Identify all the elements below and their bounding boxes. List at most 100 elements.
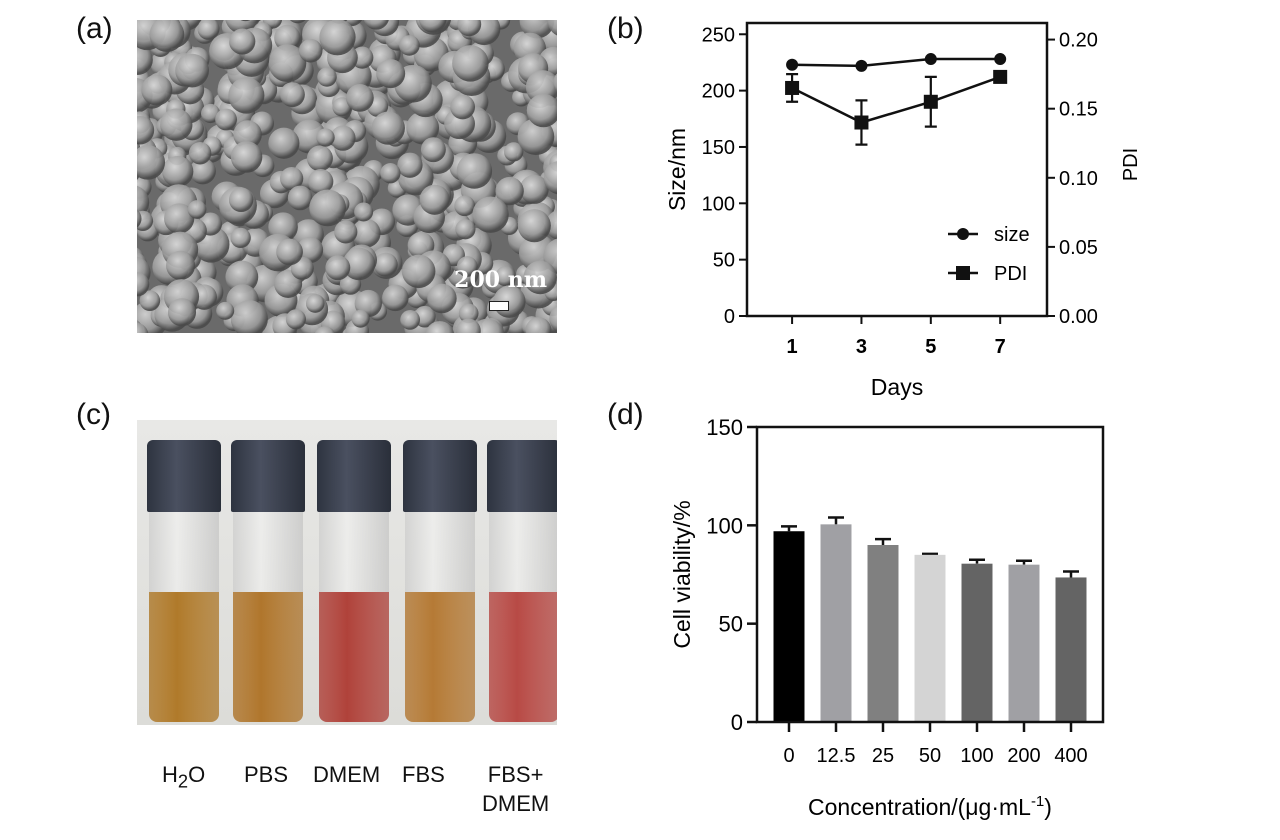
nanoparticle (519, 174, 549, 204)
legend-label-PDI: PDI (994, 263, 1027, 285)
nanoparticle (137, 322, 149, 333)
y-tick-label: 150 (702, 137, 735, 159)
nanoparticle (187, 200, 207, 219)
nanoparticle (456, 153, 493, 189)
nanoparticle (292, 119, 327, 154)
nanoparticle (373, 252, 398, 277)
vial (401, 440, 479, 725)
vial-label-subscript: 2 (177, 770, 189, 792)
nanoparticle (549, 306, 557, 332)
nanoparticle (454, 195, 476, 217)
vial-label: FBS+ DMEM (482, 760, 549, 818)
x-tick-label: 200 (1007, 745, 1040, 767)
vial-cap (147, 440, 221, 512)
x-tick-label: 12.5 (817, 745, 856, 767)
nanoparticle (197, 20, 220, 40)
plot-frame (755, 425, 1105, 724)
x-tick-label: 3 (856, 336, 867, 358)
y2-axis-label: PDI (1120, 148, 1142, 181)
nanoparticle (164, 203, 195, 234)
vial-label: FBS (402, 760, 445, 789)
y-tick-label: 100 (706, 513, 743, 538)
error-bar (875, 537, 891, 545)
y2-tick-label: 0.10 (1059, 168, 1098, 190)
nanoparticle (149, 20, 185, 52)
nanoparticle (189, 158, 216, 185)
nanoparticle (306, 145, 333, 172)
bar-0 (773, 531, 805, 722)
nanoparticle (141, 74, 173, 106)
sem-image: 200 nm (137, 20, 557, 333)
nanoparticle (351, 309, 370, 328)
x-axis-label-superscript: -1 (1031, 793, 1044, 810)
nanoparticle (307, 169, 334, 195)
x-tick-label: 25 (872, 745, 894, 767)
nanoparticle (351, 218, 381, 248)
vial-label-text: FBS (402, 762, 445, 787)
nanoparticle (167, 298, 197, 327)
nanoparticle (523, 260, 557, 295)
nanoparticle (137, 185, 150, 219)
nanoparticle (517, 118, 555, 156)
bar-200 (1008, 564, 1040, 722)
x-axis-label-end: ) (1044, 794, 1052, 820)
x-tick-label: 100 (960, 745, 993, 767)
nanoparticle (279, 82, 305, 108)
vial-glass (489, 512, 557, 722)
error-bar (969, 558, 985, 564)
nanoparticle (216, 301, 235, 320)
nanoparticle (228, 187, 254, 213)
nanoparticle (188, 142, 212, 165)
vial-glass (233, 512, 303, 722)
vials-photo (137, 420, 557, 725)
nanoparticle (363, 20, 389, 30)
nanoparticle (285, 309, 306, 330)
nanoparticle (165, 250, 196, 280)
x-tick-label: 400 (1054, 745, 1087, 767)
data-point-PDI (785, 80, 800, 95)
nanoparticle (315, 326, 335, 333)
nanoparticle (225, 260, 259, 294)
bar-100 (961, 563, 993, 722)
y-tick-label: 0 (731, 710, 743, 735)
panel-label-a: (a) (76, 12, 113, 45)
nanoparticle (215, 108, 237, 131)
nanoparticle (543, 161, 557, 195)
nanoparticle (228, 77, 265, 114)
nanoparticle (162, 155, 194, 188)
nanoparticle (325, 255, 351, 281)
nanoparticle (495, 176, 524, 206)
vial (145, 440, 223, 725)
nanoparticle (456, 256, 478, 277)
vial (485, 440, 557, 725)
nanoparticle (230, 141, 263, 173)
vial-cap (403, 440, 477, 512)
vial (229, 440, 307, 725)
nanoparticle (268, 127, 300, 159)
x-tick-label: 7 (995, 336, 1006, 358)
error-bar (828, 516, 844, 525)
error-bar (781, 525, 797, 532)
vial-liquid (233, 592, 303, 722)
data-point-PDI (993, 69, 1008, 84)
nanoparticle (305, 294, 325, 313)
nanoparticle (137, 209, 142, 228)
nanoparticle (472, 196, 509, 233)
nanoparticle (553, 73, 557, 92)
vial-liquid (489, 592, 557, 722)
panel-label-d: (d) (607, 398, 644, 431)
data-point-PDI (923, 94, 938, 109)
y-tick-label: 150 (706, 415, 743, 440)
x-axis-label-main: Concentration/(μg·mL (808, 794, 1031, 820)
nanoparticle (399, 35, 420, 56)
nanoparticle (400, 310, 421, 330)
nanoparticle (418, 20, 447, 33)
y2-tick-label: 0.15 (1059, 99, 1098, 121)
nanoparticle (137, 272, 150, 297)
vial-liquid (319, 592, 389, 722)
nanoparticle (230, 300, 268, 333)
panel-label-c: (c) (76, 398, 111, 431)
vial-glass (405, 512, 475, 722)
x-tick-label: 1 (787, 336, 798, 358)
nanoparticle (334, 220, 358, 244)
